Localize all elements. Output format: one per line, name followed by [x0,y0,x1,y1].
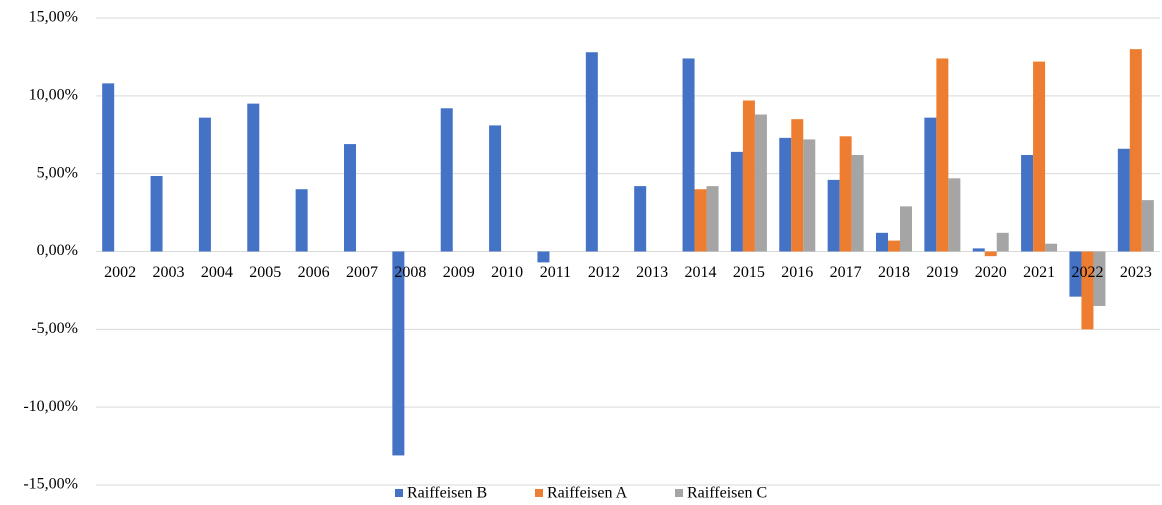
legend-label: Raiffeisen C [687,485,767,502]
bar [537,251,550,263]
bar [972,248,985,252]
bar [851,154,864,252]
x-tick-label: 2005 [249,264,281,281]
bar [585,52,598,252]
y-tick-label: -10,00% [23,398,78,415]
bar [295,189,308,252]
bar [900,206,912,252]
x-tick-label: 2008 [394,264,426,281]
bar [1045,243,1058,252]
x-tick-label: 2003 [153,264,185,281]
x-tick-label: 2012 [588,264,620,281]
x-tick-label: 2017 [830,264,862,281]
x-tick-label: 2020 [975,264,1007,281]
y-tick-label: -5,00% [31,320,78,337]
bar [682,58,695,252]
bar [1129,49,1142,252]
bar [1033,61,1046,252]
x-tick-label: 2022 [1071,264,1103,281]
legend-label: Raiffeisen B [407,485,487,502]
x-tick-label: 2002 [104,264,136,281]
y-tick-label: 5,00% [37,164,78,181]
bar [948,178,961,252]
x-tick-label: 2019 [926,264,958,281]
bar [924,117,937,252]
y-tick-label: 10,00% [29,87,78,104]
bar [876,232,888,252]
x-tick-label: 2018 [878,264,910,281]
bar [791,119,804,252]
bar [730,151,743,252]
bar [1069,251,1082,297]
x-tick-label: 2023 [1120,264,1152,281]
bar [489,125,502,252]
x-tick-label: 2004 [201,264,233,281]
bar [888,240,900,252]
x-tick-label: 2013 [636,264,668,281]
bar [827,179,840,252]
bar [996,232,1009,252]
bar [1021,154,1034,252]
x-tick-label: 2011 [540,264,571,281]
bar [742,100,755,252]
bar [247,103,260,252]
bar [936,58,949,252]
bar [839,136,852,252]
bar [150,176,163,252]
x-tick-label: 2009 [443,264,475,281]
bar [344,144,356,252]
bar [198,117,211,252]
bar [694,189,707,252]
legend-swatch [675,489,683,497]
bar [1093,251,1106,306]
bar [1141,200,1154,252]
bar [634,186,647,252]
x-tick-label: 2006 [298,264,330,281]
bar [706,186,719,252]
bar [440,108,453,252]
x-tick-label: 2010 [491,264,523,281]
bar [392,251,405,456]
bar [102,83,115,252]
y-tick-label: 15,00% [29,9,78,26]
x-tick-label: 2015 [733,264,765,281]
x-tick-label: 2021 [1023,264,1055,281]
x-tick-label: 2014 [685,264,717,281]
legend-swatch [535,489,543,497]
bar [779,137,792,252]
bar [1081,251,1094,330]
y-tick-label: -15,00% [23,476,78,493]
bar [984,251,997,257]
x-tick-label: 2007 [346,264,378,281]
legend-label: Raiffeisen A [547,485,628,502]
bar [754,114,767,252]
bar [1117,148,1130,252]
x-tick-label: 2016 [781,264,813,281]
legend-swatch [395,489,403,497]
bar [803,139,816,252]
y-tick-label: 0,00% [37,242,78,259]
